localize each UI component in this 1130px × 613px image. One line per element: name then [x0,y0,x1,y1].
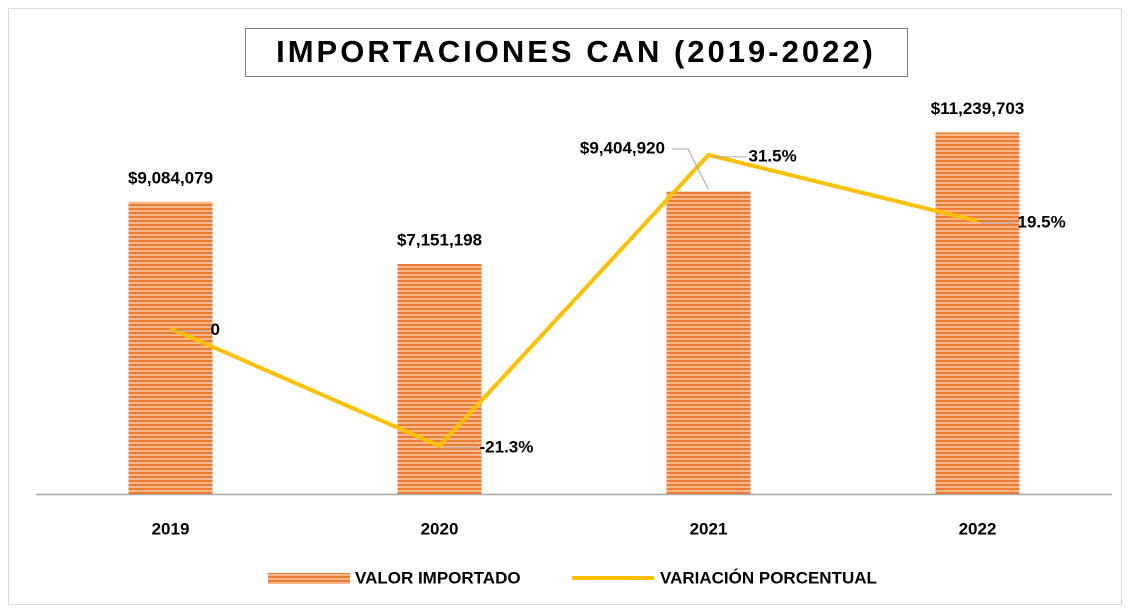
data-label: 0 [211,320,220,339]
data-label: $7,151,198 [397,230,482,249]
data-label: $11,239,703 [931,99,1025,118]
data-label: 31.5% [749,146,797,165]
chart-border [8,8,1122,605]
title-box [245,28,908,77]
data-label: $9,084,079 [128,168,213,187]
x-tick-label: 2020 [421,519,459,538]
legend-label: VALOR IMPORTADO [355,568,521,587]
chart-title: IMPORTACIONES CAN (2019-2022) [276,34,876,69]
bar [666,191,751,494]
bar [935,132,1020,494]
legend-label: VARIACIÓN PORCENTUAL [660,568,877,587]
x-tick-label: 2021 [690,519,728,538]
bar [128,201,213,494]
leader-line [672,148,709,190]
x-tick-label: 2022 [959,519,997,538]
data-label: $9,404,920 [580,138,665,157]
data-label: -21.3% [480,438,534,457]
legend-swatch [268,573,350,584]
x-tick-label: 2019 [152,519,190,538]
bar [397,263,482,494]
data-label: 19.5% [1018,213,1066,232]
line [169,152,978,449]
